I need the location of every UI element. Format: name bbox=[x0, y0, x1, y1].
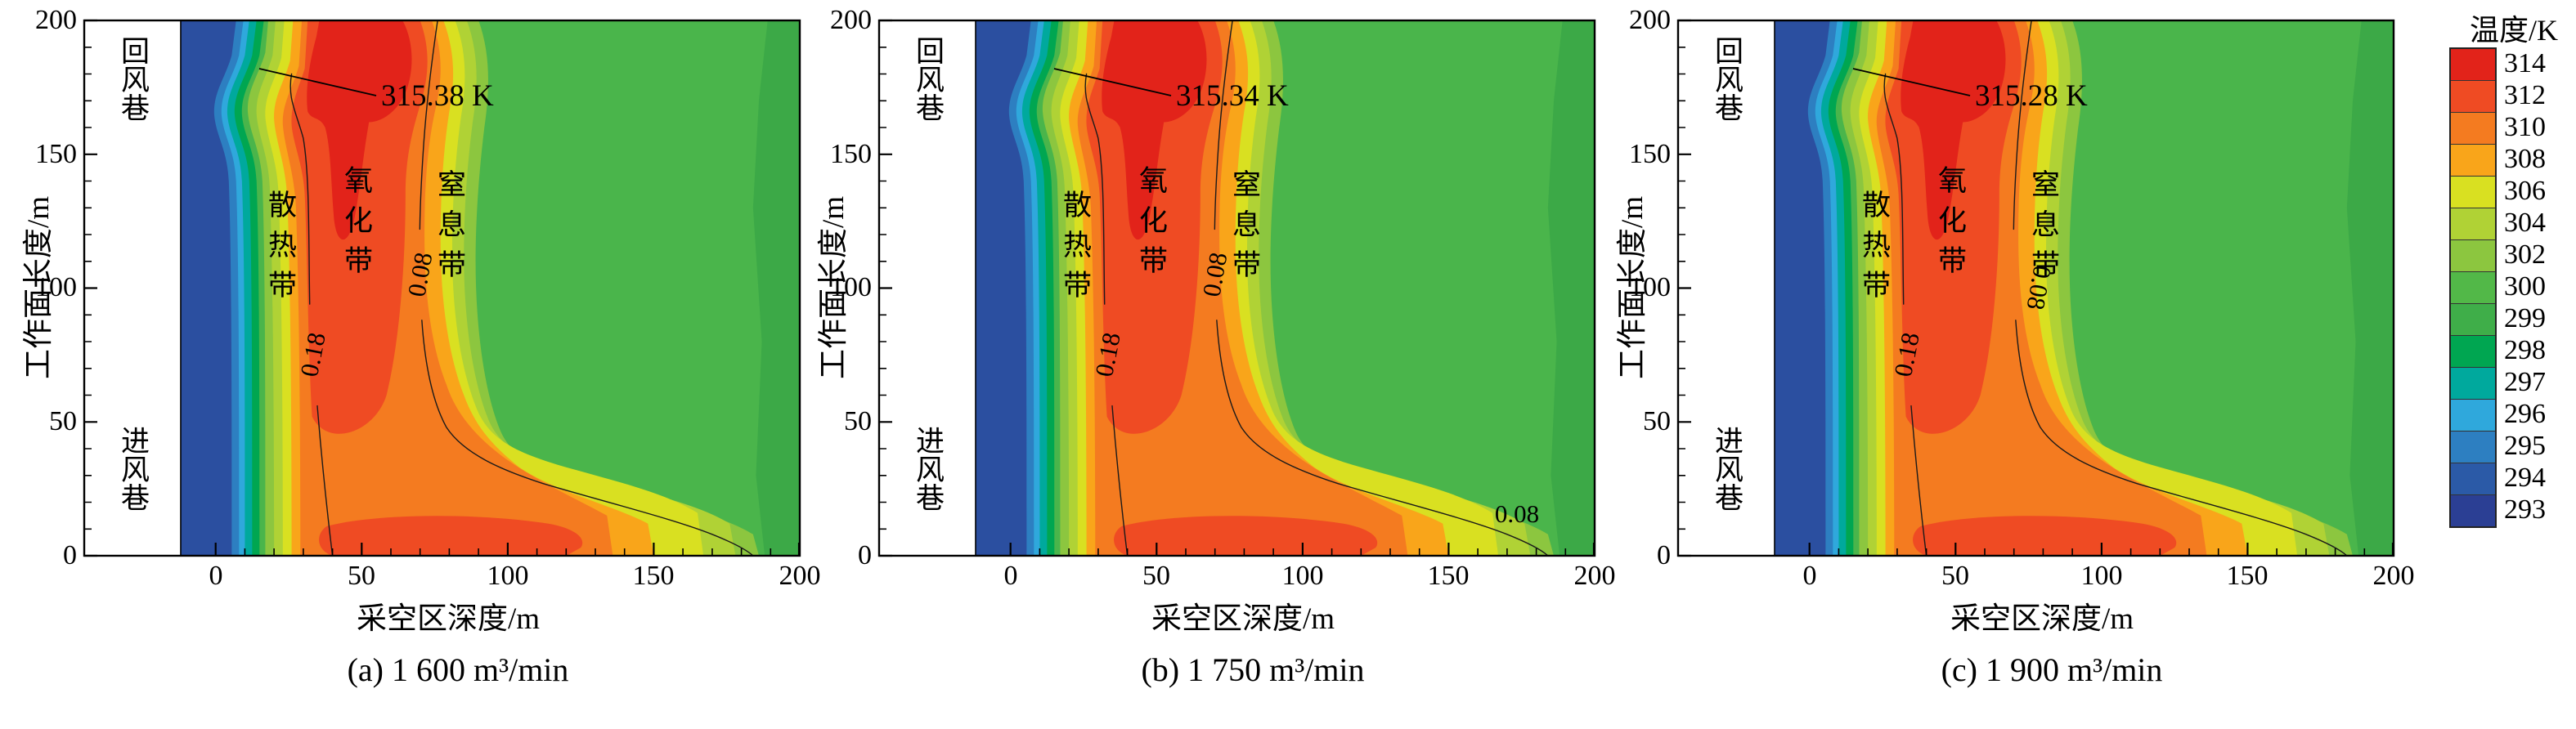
colorbar-swatch bbox=[2451, 432, 2495, 463]
colorbar-title: 温度/K bbox=[2469, 14, 2558, 47]
colorbar-swatch bbox=[2451, 240, 2495, 272]
y-tick-label: 50 bbox=[1643, 406, 1671, 436]
zone-oxidation: 氧化带 bbox=[340, 165, 372, 285]
x-tick-label: 150 bbox=[1427, 561, 1470, 591]
colorbar-tick-label: 304 bbox=[2504, 208, 2546, 238]
x-tick-label: 150 bbox=[632, 561, 675, 591]
peak-temperature-label: 315.34 K bbox=[1176, 79, 1289, 113]
zone-oxidation: 氧化带 bbox=[1135, 165, 1167, 285]
y-tick-label: 100 bbox=[830, 272, 872, 302]
colorbar-tick-label: 302 bbox=[2504, 239, 2546, 270]
colorbar-swatch bbox=[2451, 336, 2495, 368]
y-tick-label: 200 bbox=[1629, 5, 1671, 35]
colorbar-swatch bbox=[2451, 495, 2495, 526]
x-tick-label: 100 bbox=[487, 561, 529, 591]
y-tick-label: 0 bbox=[63, 540, 77, 570]
colorbar-swatch bbox=[2451, 272, 2495, 304]
x-tick-label: 200 bbox=[779, 561, 821, 591]
zone-asphyxiation: 窒息带 bbox=[2027, 169, 2059, 289]
colorbar-tick-label: 299 bbox=[2504, 303, 2546, 333]
colorbar-swatch bbox=[2451, 304, 2495, 336]
colorbar-swatch bbox=[2451, 400, 2495, 432]
x-tick-label: 200 bbox=[2372, 561, 2415, 591]
colorbar-tick-label: 293 bbox=[2504, 494, 2546, 525]
peak-temperature-label: 315.38 K bbox=[381, 79, 494, 113]
intake-airway-label: 进风巷 bbox=[1711, 426, 1743, 512]
x-tick-label: 150 bbox=[2226, 561, 2269, 591]
colorbar-tick-label: 296 bbox=[2504, 399, 2546, 429]
y-tick-label: 50 bbox=[844, 406, 872, 436]
panel-c: 工作面长度/m 0 50 100 150 200 0 50 100 150 20… bbox=[1600, 0, 2415, 729]
colorbar-tick-label: 295 bbox=[2504, 431, 2546, 461]
colorbar-tick-label: 312 bbox=[2504, 80, 2546, 110]
colorbar-tick-label: 300 bbox=[2504, 271, 2546, 302]
x-tick-label: 0 bbox=[1802, 561, 1817, 591]
colorbar-tick-label: 297 bbox=[2504, 367, 2546, 397]
colorbar-tick-label: 314 bbox=[2504, 48, 2546, 78]
colorbar-swatch bbox=[2451, 81, 2495, 113]
x-axis-label: 采空区深度/m bbox=[1151, 602, 1335, 636]
x-tick-label: 50 bbox=[1142, 561, 1170, 591]
return-airway-label: 回风巷 bbox=[1711, 36, 1743, 122]
zone-asphyxiation: 窒息带 bbox=[433, 169, 465, 289]
x-axis-label: 采空区深度/m bbox=[356, 602, 541, 636]
y-tick-label: 150 bbox=[830, 139, 872, 169]
colorbar-swatch bbox=[2451, 463, 2495, 495]
zone-oxidation: 氧化带 bbox=[1934, 165, 1966, 285]
zone-heat-dissipation: 散热带 bbox=[1059, 190, 1091, 310]
x-tick-label: 0 bbox=[1003, 561, 1018, 591]
y-tick-label: 0 bbox=[858, 540, 872, 570]
y-tick-label: 50 bbox=[49, 406, 77, 436]
zone-asphyxiation: 窒息带 bbox=[1228, 169, 1260, 289]
panel-b: 工作面长度/m 0 50 100 150 200 0 50 100 150 20… bbox=[801, 0, 1616, 729]
y-tick-label: 200 bbox=[35, 5, 77, 35]
colorbar-tick-label: 298 bbox=[2504, 335, 2546, 365]
panel-a: 工作面长度/m 0 50 100 150 200 0 50 100 150 20… bbox=[7, 0, 821, 729]
colorbar bbox=[2449, 47, 2497, 528]
y-tick-label: 100 bbox=[35, 272, 77, 302]
y-tick-label: 150 bbox=[35, 139, 77, 169]
panel-caption: (c) 1 900 m³/min bbox=[1941, 651, 2163, 688]
colorbar-swatch bbox=[2451, 368, 2495, 400]
x-tick-label: 100 bbox=[2080, 561, 2123, 591]
colorbar-swatch bbox=[2451, 49, 2495, 81]
panel-caption: (a) 1 600 m³/min bbox=[347, 651, 569, 688]
x-tick-label: 50 bbox=[348, 561, 375, 591]
colorbar-swatch bbox=[2451, 113, 2495, 145]
contour-label-008-bottom: 0.08 bbox=[1494, 499, 1540, 528]
colorbar-tick-label: 310 bbox=[2504, 112, 2546, 142]
x-tick-label: 200 bbox=[1573, 561, 1616, 591]
return-airway-label: 回风巷 bbox=[912, 36, 944, 122]
x-tick-label: 0 bbox=[209, 561, 223, 591]
x-tick-label: 100 bbox=[1281, 561, 1324, 591]
colorbar-swatch bbox=[2451, 208, 2495, 240]
return-airway-label: 回风巷 bbox=[117, 36, 149, 122]
y-tick-label: 200 bbox=[830, 5, 872, 35]
zone-heat-dissipation: 散热带 bbox=[264, 190, 296, 310]
colorbar-tick-label: 306 bbox=[2504, 176, 2546, 206]
x-axis-label: 采空区深度/m bbox=[1950, 602, 2134, 636]
y-tick-label: 150 bbox=[1629, 139, 1671, 169]
y-tick-label: 100 bbox=[1629, 272, 1671, 302]
zone-heat-dissipation: 散热带 bbox=[1858, 190, 1890, 310]
colorbar-swatch bbox=[2451, 177, 2495, 208]
colorbar-swatch bbox=[2451, 145, 2495, 177]
colorbar-legend: 温度/K 314 312 310 308 306 304 302 300 299… bbox=[2421, 0, 2576, 729]
colorbar-tick-label: 294 bbox=[2504, 463, 2546, 493]
panel-caption: (b) 1 750 m³/min bbox=[1141, 651, 1365, 688]
y-tick-label: 0 bbox=[1657, 540, 1671, 570]
colorbar-tick-label: 308 bbox=[2504, 144, 2546, 174]
intake-airway-label: 进风巷 bbox=[912, 426, 944, 512]
intake-airway-label: 进风巷 bbox=[117, 426, 149, 512]
peak-temperature-label: 315.28 K bbox=[1975, 79, 2088, 113]
x-tick-label: 50 bbox=[1941, 561, 1969, 591]
